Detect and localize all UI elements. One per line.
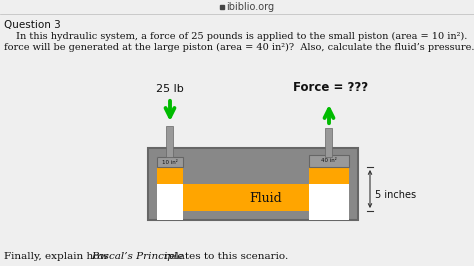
Bar — [166, 126, 173, 157]
Text: ibiblio.org: ibiblio.org — [226, 2, 274, 12]
Text: 10 in²: 10 in² — [162, 160, 178, 164]
Text: Pascal’s Principle: Pascal’s Principle — [91, 252, 183, 261]
Bar — [183, 184, 309, 211]
Text: Force = ???: Force = ??? — [293, 81, 369, 94]
Bar — [148, 148, 358, 220]
Bar — [157, 157, 183, 220]
Bar — [326, 128, 332, 157]
Bar — [309, 155, 349, 167]
Text: In this hydraulic system, a force of 25 pounds is applied to the small piston (a: In this hydraulic system, a force of 25 … — [16, 32, 474, 41]
Bar — [157, 167, 183, 184]
Bar — [309, 157, 349, 220]
Text: force will be generated at the large piston (area = 40 in²)?  Also, calculate th: force will be generated at the large pis… — [4, 43, 474, 52]
Text: Fluid: Fluid — [250, 193, 283, 206]
Text: 5 inches: 5 inches — [375, 190, 416, 200]
Text: relates to this scenario.: relates to this scenario. — [161, 252, 288, 261]
Text: 40 in²: 40 in² — [321, 159, 337, 164]
Bar — [183, 184, 309, 211]
Text: Question 3: Question 3 — [4, 20, 61, 30]
Bar — [309, 167, 349, 184]
Text: 25 lb: 25 lb — [156, 84, 184, 94]
Text: Finally, explain how: Finally, explain how — [4, 252, 111, 261]
Bar — [157, 157, 183, 167]
